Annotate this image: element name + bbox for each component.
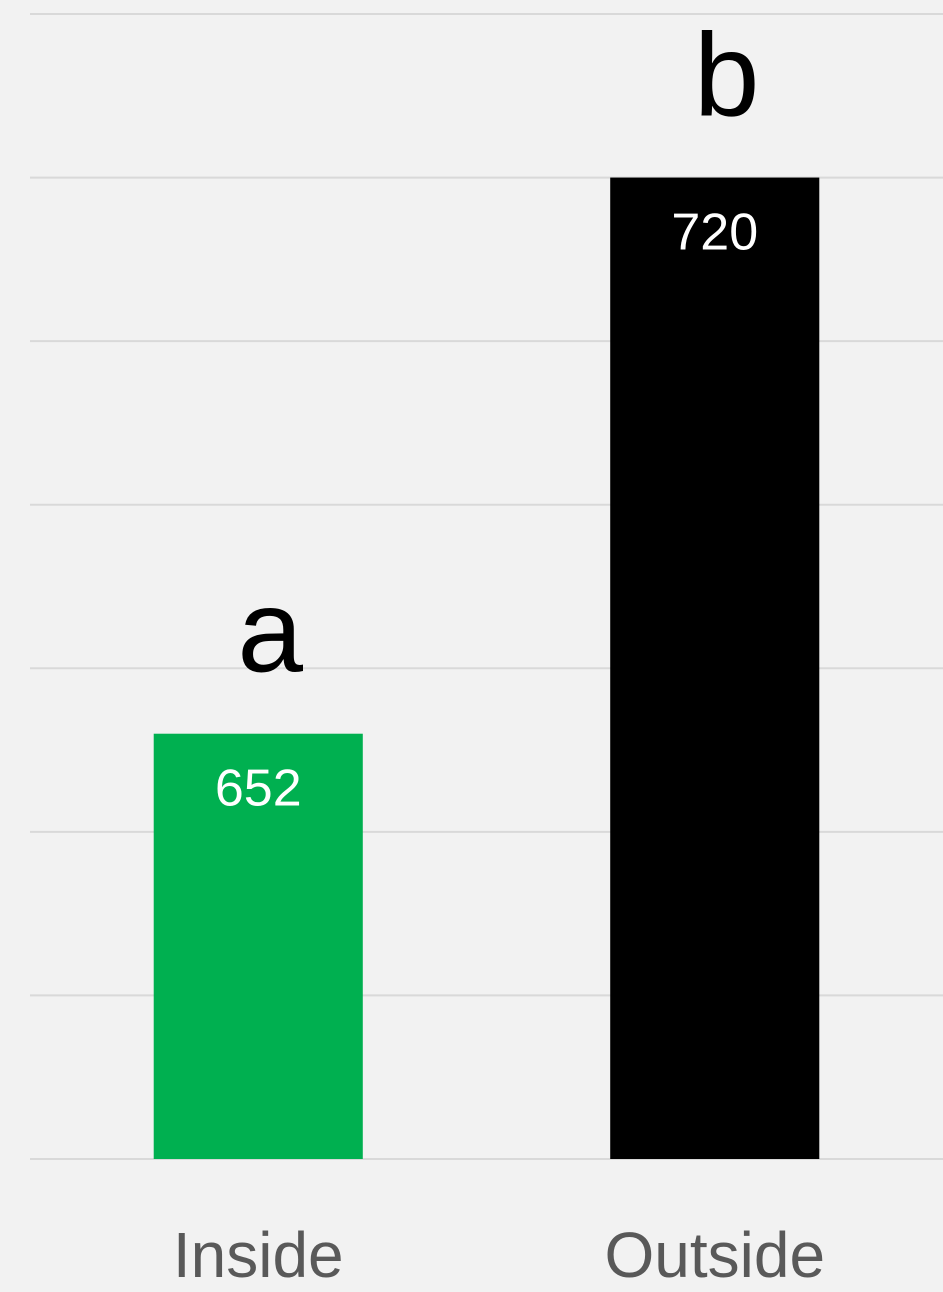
x-tick-label: Inside (173, 1219, 344, 1291)
data-label: 652 (215, 760, 302, 818)
bar (153, 733, 363, 1159)
bar (610, 177, 820, 1160)
annotation: a (237, 566, 303, 698)
x-tick-label: Outside (604, 1219, 825, 1291)
annotation: b (694, 10, 760, 142)
data-label: 720 (671, 204, 758, 262)
